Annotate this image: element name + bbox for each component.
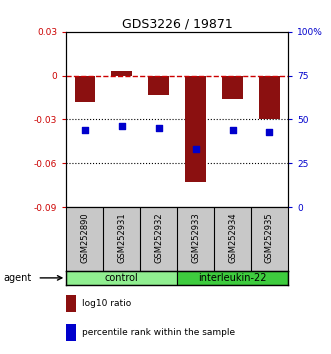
Text: log10 ratio: log10 ratio [82, 299, 131, 308]
Point [82, 127, 87, 133]
Text: percentile rank within the sample: percentile rank within the sample [82, 328, 235, 337]
Bar [112, 71, 132, 76]
Text: GSM252935: GSM252935 [265, 212, 274, 263]
Text: GSM252890: GSM252890 [80, 212, 89, 263]
Text: interleukin-22: interleukin-22 [198, 273, 267, 283]
Title: GDS3226 / 19871: GDS3226 / 19871 [122, 18, 232, 31]
Point [193, 147, 198, 152]
Bar [259, 76, 280, 120]
Bar [222, 76, 243, 99]
Text: agent: agent [3, 273, 31, 283]
Text: GSM252934: GSM252934 [228, 212, 237, 263]
Point [156, 125, 161, 131]
Bar [185, 76, 206, 182]
Bar [66, 324, 75, 341]
Bar [148, 76, 169, 95]
Text: control: control [105, 273, 138, 283]
Bar [66, 295, 75, 312]
Text: GSM252933: GSM252933 [191, 212, 200, 263]
Bar [74, 76, 95, 102]
Point [230, 127, 235, 133]
Bar [66, 271, 177, 285]
Text: GSM252932: GSM252932 [154, 212, 163, 263]
Point [119, 124, 124, 129]
Point [267, 129, 272, 135]
Text: GSM252931: GSM252931 [117, 212, 126, 263]
Bar [177, 271, 288, 285]
